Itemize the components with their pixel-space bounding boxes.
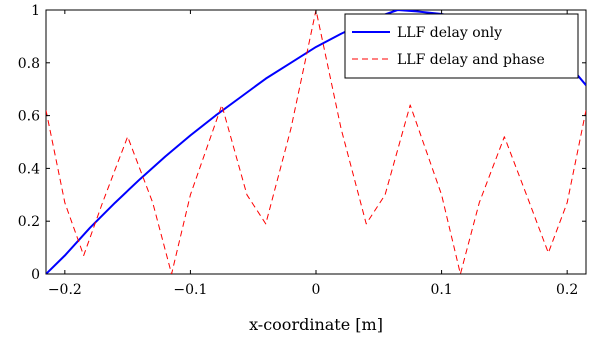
x-tick-label: 0.2 xyxy=(556,282,578,298)
legend: LLF delay only LLF delay and phase xyxy=(344,13,579,79)
x-tick-label: −0.2 xyxy=(48,282,82,298)
y-tick-label: 0 xyxy=(31,267,40,283)
x-tick-label: 0 xyxy=(312,282,321,298)
ticks-layer: −0.2 −0.1 0 0.1 0.2 0 0.2 0.4 0.6 0.8 1 xyxy=(18,3,586,298)
x-axis-label: x-coordinate [m] xyxy=(249,315,383,334)
x-tick-label: 0.1 xyxy=(430,282,452,298)
y-tick-label: 0.8 xyxy=(18,56,40,72)
y-tick-label: 1 xyxy=(31,3,40,19)
y-tick-label: 0.6 xyxy=(18,109,40,125)
legend-label-delay-only: LLF delay only xyxy=(397,25,502,41)
y-tick-label: 0.4 xyxy=(18,161,40,177)
y-tick-label: 0.2 xyxy=(18,214,40,230)
legend-box xyxy=(344,13,579,79)
legend-label-delay-and-phase: LLF delay and phase xyxy=(397,52,545,68)
x-tick-label: −0.1 xyxy=(173,282,207,298)
series-line-1 xyxy=(46,10,586,274)
